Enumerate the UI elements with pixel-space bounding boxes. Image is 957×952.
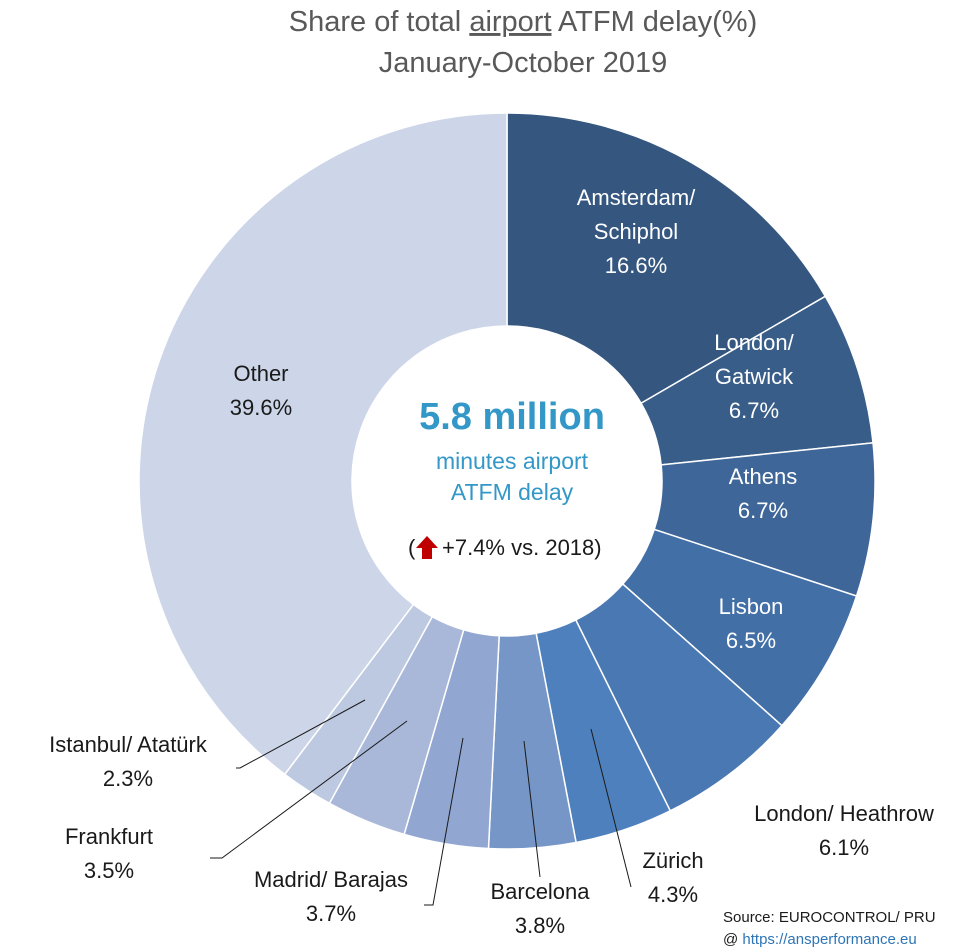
leader-line-barcelona (523, 740, 541, 878)
leader-line-madrid-barajas (424, 737, 464, 906)
slice-value: 6.7% (738, 498, 788, 523)
slice-value: 3.8% (515, 913, 565, 938)
center-subline-2: ATFM delay (451, 479, 574, 505)
leader-line-istanbul-atat-rk (236, 699, 366, 769)
slice-name: Amsterdam/ (577, 185, 696, 210)
slice-label-lisbon: Lisbon 6.5% (719, 594, 784, 653)
source-link-line: @ https://ansperformance.eu (723, 931, 917, 948)
slice-value: 39.6% (230, 395, 292, 420)
slice-label-z-rich: Zürich 4.3% (642, 848, 703, 907)
chart-subtitle: January-October 2019 (379, 47, 668, 79)
source-text: Source: EUROCONTROL/ PRU (723, 909, 936, 926)
slice-name: London/ Heathrow (754, 801, 934, 826)
leader-line-z-rich (590, 728, 632, 888)
slice-value: 3.7% (306, 901, 356, 926)
slice-label-madrid-barajas: Madrid/ Barajas 3.7% (254, 867, 408, 926)
slice-value: 6.5% (726, 628, 776, 653)
slice-label-amsterdam-schiphol: Amsterdam/Schiphol 16.6% (577, 185, 696, 278)
center-change-text: +7.4% vs. 2018) (442, 535, 602, 560)
slice-label-athens: Athens 6.7% (729, 464, 798, 523)
slice-labels: Amsterdam/Schiphol 16.6% London/Gatwick 6.7… (49, 185, 934, 938)
slice-other (138, 112, 508, 776)
slice-name: Zürich (642, 848, 703, 873)
center-headline: 5.8 million (419, 396, 605, 438)
slice-name: Athens (729, 464, 798, 489)
slice-name: Madrid/ Barajas (254, 867, 408, 892)
slice-label-london-gatwick: London/Gatwick 6.7% (714, 330, 794, 423)
slice-name: Lisbon (719, 594, 784, 619)
slice-value: 6.1% (819, 835, 869, 860)
slice-amsterdam-schiphol (506, 112, 827, 405)
slice-label-barcelona: Barcelona 3.8% (490, 879, 590, 938)
slice-label-other: Other 39.6% (230, 361, 292, 420)
slice-value: 3.5% (84, 858, 134, 883)
center-subline-1: minutes airport (436, 448, 589, 474)
center-change-open: ( (408, 535, 416, 560)
donut-slices (138, 112, 876, 850)
slice-label-istanbul-atat-rk: Istanbul/ Atatürk 2.3% (49, 732, 208, 791)
up-arrow-icon (416, 536, 438, 559)
slice-name: Frankfurt (65, 824, 153, 849)
slice-name: Schiphol (594, 219, 678, 244)
slice-label-frankfurt: Frankfurt 3.5% (65, 824, 153, 883)
slice-value: 6.7% (729, 398, 779, 423)
slice-value: 16.6% (605, 253, 667, 278)
slice-name: Gatwick (715, 364, 794, 389)
leader-lines (210, 699, 632, 906)
source-link[interactable]: https://ansperformance.eu (742, 931, 916, 948)
slice-name: Istanbul/ Atatürk (49, 732, 208, 757)
slice-value: 2.3% (103, 766, 153, 791)
leader-line-frankfurt (210, 720, 408, 859)
slice-name: Barcelona (490, 879, 590, 904)
slice-name: London/ (714, 330, 794, 355)
slice-label-london-heathrow: London/ Heathrow 6.1% (754, 801, 934, 860)
slice-name: Other (233, 361, 288, 386)
chart-title: Share of total airport ATFM delay(%) (289, 6, 757, 38)
slice-value: 4.3% (648, 882, 698, 907)
center-summary: 5.8 million minutes airport ATFM delay (… (408, 396, 605, 560)
source-note: Source: EUROCONTROL/ PRU @ https://anspe… (723, 909, 936, 948)
